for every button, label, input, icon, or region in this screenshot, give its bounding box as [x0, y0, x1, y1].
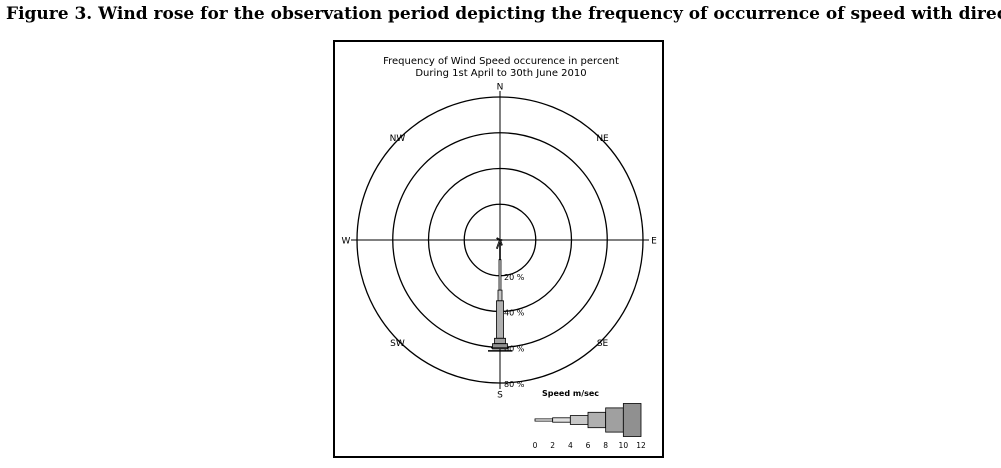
- direction-label-ne: NE: [596, 134, 609, 144]
- legend-tick-4: 4: [568, 441, 573, 450]
- direction-label-w: W: [342, 237, 351, 247]
- legend-bin-0: [534, 418, 554, 422]
- direction-label-se: SE: [597, 339, 609, 349]
- legend-title: Speed m/sec: [542, 389, 599, 398]
- chart-title: Frequency of Wind Speed occurence in per…: [383, 56, 619, 67]
- figure-caption: Figure 3. Wind rose for the observation …: [6, 4, 1001, 24]
- direction-label-nw: NW: [390, 134, 406, 144]
- legend-bin-10: [622, 403, 642, 437]
- ring-label-40: 40 %: [504, 309, 525, 318]
- direction-label-sw: SW: [390, 339, 405, 349]
- chart-subtitle: During 1st April to 30th June 2010: [415, 68, 586, 79]
- ring-label-80: 80 %: [504, 380, 525, 389]
- ring-label-60: 60 %: [504, 344, 525, 353]
- petal-s-seg-2: [497, 289, 503, 302]
- petal-e-seg-0: [499, 239, 503, 241]
- legend-tick-6: 6: [586, 441, 591, 450]
- direction-label-s: S: [497, 391, 503, 401]
- wind-rose-chart: Frequency of Wind Speed occurence in per…: [342, 56, 658, 450]
- legend-bin-6: [587, 411, 607, 429]
- petal-s-seg-4: [494, 337, 506, 345]
- direction-label-n: N: [497, 83, 504, 93]
- legend-tick-8: 8: [603, 441, 608, 450]
- legend-tick-12: 12: [636, 441, 646, 450]
- legend-tick-0: 0: [533, 441, 538, 450]
- ring-label-20: 20 %: [504, 273, 525, 282]
- legend-tick-10: 10: [619, 441, 629, 450]
- legend-bin-8: [605, 407, 624, 433]
- legend-bin-2: [552, 417, 571, 423]
- petal-s-seg-1: [498, 259, 502, 291]
- petal-s-seg-3: [496, 300, 504, 339]
- chart-frame: Frequency of Wind Speed occurence in per…: [333, 40, 664, 458]
- legend-bin-4: [569, 415, 589, 425]
- legend-tick-2: 2: [550, 441, 555, 450]
- direction-label-e: E: [651, 237, 657, 247]
